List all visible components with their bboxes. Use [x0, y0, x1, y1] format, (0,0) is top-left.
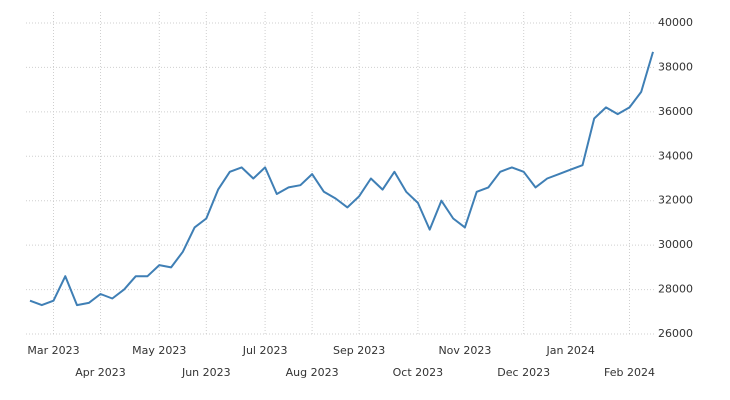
x-tick-label: Nov 2023 [438, 344, 491, 357]
y-tick-label: 34000 [658, 149, 693, 162]
x-tick-label: Jul 2023 [242, 344, 288, 357]
y-tick-label: 26000 [658, 327, 693, 340]
x-tick-label: Sep 2023 [333, 344, 385, 357]
x-tick-label: May 2023 [132, 344, 186, 357]
x-tick-label: Mar 2023 [27, 344, 79, 357]
y-tick-label: 28000 [658, 283, 693, 296]
y-tick-label: 36000 [658, 105, 693, 118]
x-tick-label: Jun 2023 [181, 366, 231, 379]
x-tick-label: Aug 2023 [286, 366, 339, 379]
y-tick-label: 32000 [658, 194, 693, 207]
x-tick-label: Feb 2024 [604, 366, 655, 379]
y-tick-label: 40000 [658, 16, 693, 29]
y-tick-label: 38000 [658, 60, 693, 73]
x-tick-label: Dec 2023 [497, 366, 550, 379]
x-tick-label: Jan 2024 [545, 344, 594, 357]
x-tick-label: Apr 2023 [75, 366, 126, 379]
x-tick-label: Oct 2023 [393, 366, 444, 379]
price-line [29, 51, 654, 307]
y-tick-label: 30000 [658, 238, 693, 251]
